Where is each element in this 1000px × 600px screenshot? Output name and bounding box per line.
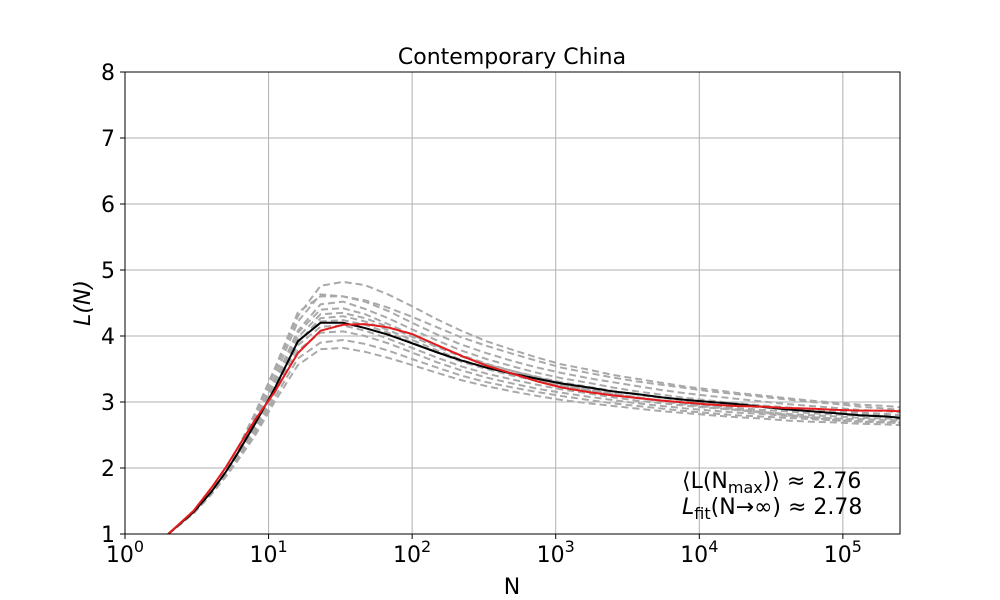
annotation-fit-sub: fit [694, 504, 710, 523]
series-layer [167, 280, 900, 534]
annotation-fit: Lfit(N→∞) ≈ 2.78 [682, 495, 862, 523]
y-tick-label: 2 [101, 457, 115, 482]
ensemble-sample-line [167, 280, 900, 534]
y-tick-label: 7 [101, 127, 115, 152]
ensemble-sample-line [167, 319, 900, 534]
ensemble-sample-line [167, 295, 900, 534]
annotation-fit-post: (N→∞) ≈ 2.78 [711, 495, 863, 520]
x-tick-label: 102 [393, 537, 431, 568]
y-tick-label: 3 [101, 391, 115, 416]
ensemble-sample-line [167, 324, 900, 534]
y-tick-label: 6 [101, 193, 115, 218]
plot-frame [124, 71, 901, 535]
x-axis-label: N [504, 575, 520, 600]
ensemble-sample-line [167, 293, 900, 534]
x-tick-label: 105 [824, 537, 862, 568]
y-tick-label: 8 [101, 61, 115, 86]
x-tick-label: 101 [249, 537, 287, 568]
y-tick-label: 1 [101, 523, 115, 548]
chart-title: Contemporary China [398, 45, 626, 70]
grid-lines [124, 71, 900, 535]
annotation-mean-max-sub: max [728, 478, 763, 497]
x-tick-label: 104 [680, 537, 718, 568]
x-tick-label: 103 [537, 537, 575, 568]
fit-line [167, 323, 900, 534]
axis-ticks: 100 101 102 103 104 105 1 2 3 4 5 6 7 8 [101, 61, 862, 568]
y-tick-label: 5 [101, 259, 115, 284]
x-tick-label: 100 [106, 537, 144, 568]
annotation-mean-max-pre: ⟨L(N [682, 469, 728, 494]
annotation-mean-max: ⟨L(Nmax)⟩ ≈ 2.76 [682, 469, 861, 497]
ensemble-sample-line [167, 346, 900, 534]
y-axis-label: L(N) [71, 280, 96, 326]
annotation-mean-max-post: )⟩ ≈ 2.76 [763, 469, 862, 494]
y-tick-label: 4 [101, 325, 115, 350]
annotation-fit-pre: L [682, 495, 694, 520]
ensemble-sample-line [167, 338, 900, 534]
ensemble-sample-line [167, 330, 900, 534]
